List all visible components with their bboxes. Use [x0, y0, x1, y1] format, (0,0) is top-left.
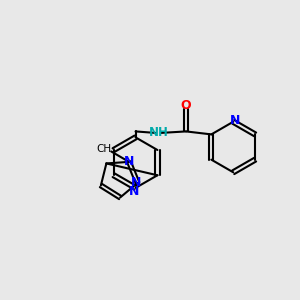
- Text: N: N: [129, 185, 139, 198]
- Text: N: N: [230, 114, 240, 127]
- Text: O: O: [181, 99, 191, 112]
- Text: CH₃: CH₃: [96, 144, 116, 154]
- Text: NH: NH: [148, 126, 168, 140]
- Text: N: N: [131, 176, 141, 189]
- Text: N: N: [124, 155, 134, 168]
